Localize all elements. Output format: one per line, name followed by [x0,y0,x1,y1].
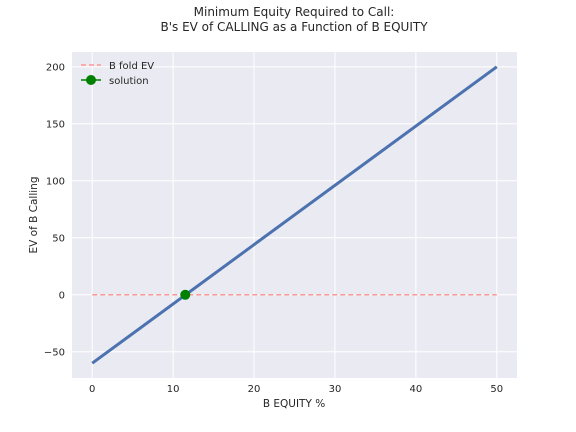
legend-label-solution: solution [109,76,149,87]
x-tick-label: 10 [167,384,180,395]
x-tick-labels: 0 10 20 30 40 50 [89,384,503,395]
y-tick-label: 150 [46,119,65,130]
x-tick-label: 0 [89,384,95,395]
y-axis-label: EV of B Calling [28,177,40,254]
y-tick-labels: −50 0 50 100 150 200 [44,62,65,358]
legend-swatch-solution-marker [86,75,96,85]
y-tick-label: 100 [46,176,65,187]
y-tick-label: −50 [44,347,65,358]
x-tick-label: 20 [248,384,261,395]
legend-label-fold-ev: B fold EV [109,61,154,72]
x-tick-label: 40 [409,384,422,395]
chart-title-line1: Minimum Equity Required to Call: [194,5,395,19]
x-axis-label: B EQUITY % [263,398,325,410]
y-tick-label: 0 [59,290,65,301]
x-tick-label: 30 [329,384,342,395]
solution-point [180,290,190,300]
x-tick-label: 50 [490,384,503,395]
y-tick-label: 200 [46,62,65,73]
y-tick-label: 50 [52,233,65,244]
chart-title-line2: B's EV of CALLING as a Function of B EQU… [160,20,428,34]
